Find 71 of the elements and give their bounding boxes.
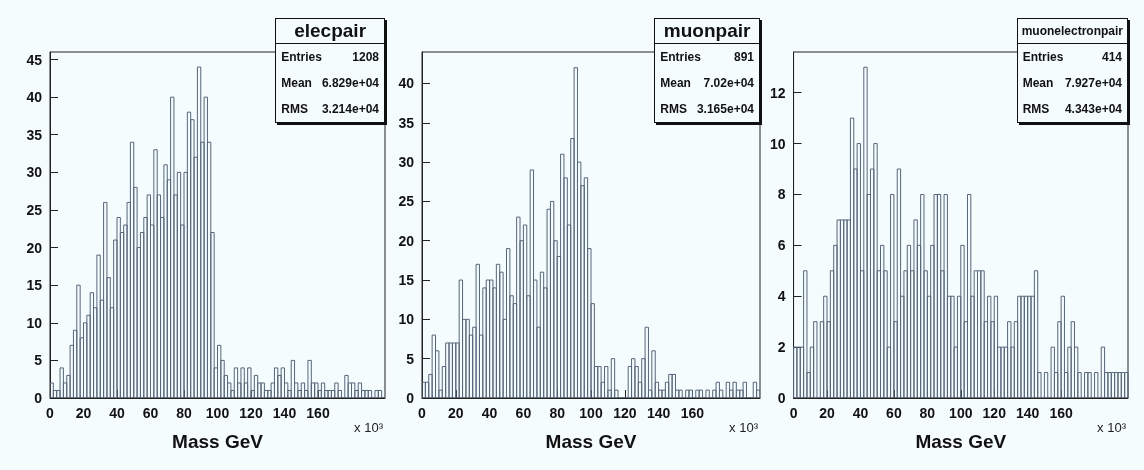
y-tick-label: 12 bbox=[769, 84, 786, 101]
chart-title: elecpair bbox=[276, 19, 384, 44]
y-tick-label: 10 bbox=[398, 311, 415, 328]
y-tick-label: 25 bbox=[26, 201, 43, 218]
x-tick-label: 60 bbox=[515, 405, 532, 421]
text: Entries 414 bbox=[1022, 50, 1122, 64]
y-tick-label: 30 bbox=[26, 164, 43, 181]
y-tick-label: 25 bbox=[398, 193, 415, 210]
chart-title: muonelectronpair bbox=[1017, 19, 1127, 44]
x-tick-label: 120 bbox=[982, 405, 1007, 421]
x-tick-label: 20 bbox=[448, 405, 464, 421]
annotation: Mean 6.829e+04 bbox=[281, 76, 379, 90]
x-tick-label: 100 bbox=[949, 405, 973, 421]
y-tick-label: 8 bbox=[777, 186, 786, 203]
chart-title: muonpair bbox=[655, 19, 759, 44]
y-tick-label: 20 bbox=[398, 232, 415, 249]
y-tick-label: 15 bbox=[398, 272, 415, 289]
x-tick-label: 0 bbox=[46, 405, 55, 421]
text: x 10³ bbox=[729, 420, 758, 435]
x-tick-label: 40 bbox=[481, 405, 498, 421]
y-tick-label: 35 bbox=[26, 126, 43, 143]
x-tick-label: 0 bbox=[789, 405, 798, 421]
y-tick-label: 0 bbox=[34, 390, 43, 406]
x-tick-label: 0 bbox=[418, 405, 427, 421]
y-tick-label: 40 bbox=[398, 75, 415, 92]
annotation: RMS 3.214e+04 bbox=[281, 102, 379, 116]
y-tick-label: 10 bbox=[769, 135, 786, 152]
x-tick-label: 80 bbox=[919, 405, 936, 421]
y-tick-label: 35 bbox=[398, 114, 415, 131]
x-tick-label: 100 bbox=[205, 405, 230, 421]
x-tick-label: 80 bbox=[176, 405, 192, 421]
y-tick-label: 20 bbox=[26, 239, 43, 256]
x-tick-label: 60 bbox=[886, 405, 902, 421]
x-tick-label: 40 bbox=[109, 405, 125, 421]
x-axis-title: Mass GeV bbox=[545, 431, 637, 452]
annotation: Mean 7.02e+04 bbox=[660, 76, 754, 90]
x-axis-title: Mass GeV bbox=[915, 431, 1007, 452]
y-tick-label: 6 bbox=[777, 237, 786, 254]
text: Entries 1208 bbox=[281, 50, 379, 64]
y-tick-label: 5 bbox=[34, 352, 43, 369]
y-tick-label: 40 bbox=[26, 89, 43, 106]
x-tick-label: 140 bbox=[646, 405, 671, 421]
y-tick-label: 10 bbox=[26, 314, 43, 331]
x-tick-label: 80 bbox=[549, 405, 566, 421]
text: x 10³ bbox=[1097, 420, 1126, 435]
y-tick-label: 4 bbox=[777, 288, 786, 305]
x-axis-title: Mass GeV bbox=[172, 431, 264, 452]
x-tick-label: 120 bbox=[613, 405, 637, 421]
y-tick-label: 45 bbox=[26, 51, 43, 68]
y-tick-label: 15 bbox=[26, 277, 43, 294]
text: RMS 4.343e+04 bbox=[1022, 102, 1122, 116]
x-tick-label: 120 bbox=[239, 405, 263, 421]
x-tick-label: 20 bbox=[819, 405, 836, 421]
x-tick-label: 40 bbox=[852, 405, 869, 421]
y-tick-label: 0 bbox=[777, 390, 786, 406]
annotation: RMS 3.165e+04 bbox=[660, 102, 754, 116]
x-tick-label: 140 bbox=[1015, 405, 1040, 421]
x-tick-label: 140 bbox=[272, 405, 297, 421]
y-tick-label: 5 bbox=[406, 350, 415, 367]
annotation: Mean 7.927e+04 bbox=[1022, 76, 1122, 90]
x-tick-label: 100 bbox=[579, 405, 603, 421]
x-tick-label: 60 bbox=[142, 405, 159, 421]
y-tick-label: 2 bbox=[777, 339, 786, 356]
x-tick-label: 20 bbox=[75, 405, 92, 421]
text: x 10³ bbox=[354, 420, 383, 435]
y-tick-label: 0 bbox=[406, 390, 415, 406]
x-tick-label: 160 bbox=[1049, 405, 1074, 421]
text: Entries 891 bbox=[660, 50, 754, 64]
x-tick-label: 160 bbox=[680, 405, 705, 421]
x-tick-label: 160 bbox=[306, 405, 330, 421]
y-tick-label: 30 bbox=[398, 154, 415, 171]
